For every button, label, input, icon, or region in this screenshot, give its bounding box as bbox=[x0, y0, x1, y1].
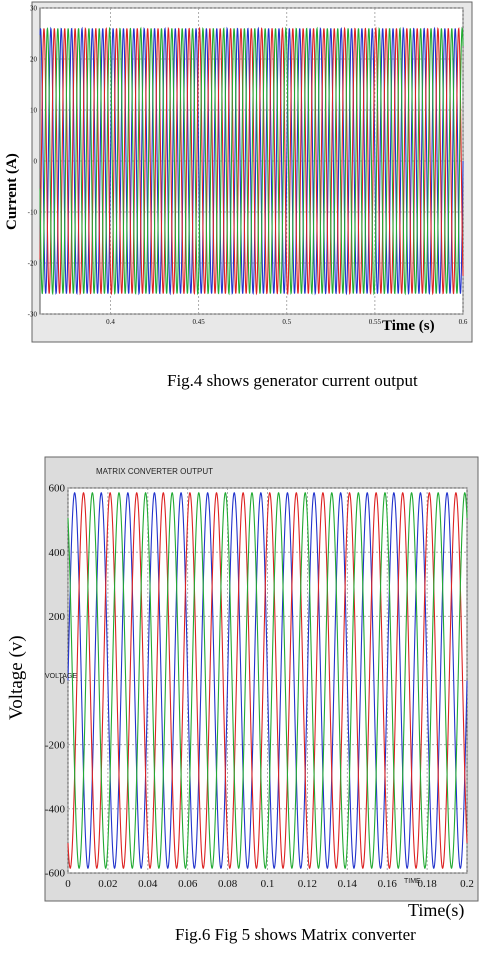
y-tick-label: -600 bbox=[45, 868, 66, 880]
time-tag-label: TIME bbox=[404, 878, 421, 885]
voltage-y-axis-label: Voltage (v) bbox=[6, 635, 27, 720]
matrix-converter-title: MATRIX CONVERTER OUTPUT bbox=[96, 467, 214, 476]
current-x-axis-label: Time (s) bbox=[382, 318, 435, 334]
current-y-axis-label: Current (A) bbox=[4, 153, 20, 230]
series-line bbox=[39, 26, 464, 296]
y-tick-label: 0 bbox=[60, 675, 66, 687]
y-tick-label: -10 bbox=[28, 208, 38, 216]
x-tick-label: 0.08 bbox=[218, 878, 238, 890]
x-tick-label: 0.6 bbox=[459, 318, 468, 326]
y-tick-label: -20 bbox=[28, 259, 38, 267]
x-tick-label: 0.12 bbox=[298, 878, 317, 890]
series-line bbox=[67, 491, 468, 870]
series-line bbox=[67, 491, 468, 870]
y-tick-label: 0 bbox=[34, 157, 38, 165]
x-tick-label: 0.04 bbox=[138, 878, 158, 890]
x-tick-label: 0.2 bbox=[460, 878, 474, 890]
x-tick-label: 0.4 bbox=[106, 318, 115, 326]
x-tick-label: 0.5 bbox=[282, 318, 291, 326]
y-tick-label: 600 bbox=[49, 483, 66, 495]
x-tick-label: 0 bbox=[65, 878, 71, 890]
generator-current-chart: 30 20 10 0 -10 -20 -30 0.4 0.45 0.5 0.55 0.6 bbox=[0, 0, 491, 350]
x-tick-label: 0.1 bbox=[261, 878, 275, 890]
x-tick-label: 0.55 bbox=[369, 318, 382, 326]
voltage-x-axis-label: Time(s) bbox=[408, 900, 465, 920]
matrix-converter-chart: 600 400 200 0 -200 -400 -600 0 0.02 0.04 0.06 0.08 0… bbox=[0, 455, 491, 925]
voltage-signal-label: VOLTAGE bbox=[45, 673, 78, 680]
figure-4-caption: Fig.4 shows generator current output bbox=[167, 371, 418, 390]
y-tick-label: -200 bbox=[45, 739, 66, 751]
generator-current-plot: 30 20 10 0 -10 -20 -30 0.4 0.45 0.5 0.55 0.6 bbox=[28, 1, 473, 343]
y-tick-label: 20 bbox=[30, 55, 38, 63]
y-tick-label: 30 bbox=[30, 4, 38, 12]
series-line bbox=[39, 26, 464, 296]
x-tick-label: 0.14 bbox=[338, 878, 358, 890]
x-tick-label: 0.18 bbox=[417, 878, 437, 890]
y-tick-label: 10 bbox=[30, 106, 38, 114]
y-tick-label: -400 bbox=[45, 804, 66, 816]
y-tick-label: 200 bbox=[49, 611, 66, 623]
x-tick-label: 0.02 bbox=[98, 878, 117, 890]
series-line bbox=[67, 491, 468, 870]
y-tick-label: 400 bbox=[49, 547, 66, 559]
figure-6-caption: Fig.6 Fig 5 shows Matrix converter bbox=[175, 925, 416, 944]
x-tick-label: 0.16 bbox=[378, 878, 398, 890]
x-tick-label: 0.06 bbox=[178, 878, 198, 890]
y-tick-label: -30 bbox=[28, 310, 38, 318]
x-tick-label: 0.45 bbox=[193, 318, 206, 326]
